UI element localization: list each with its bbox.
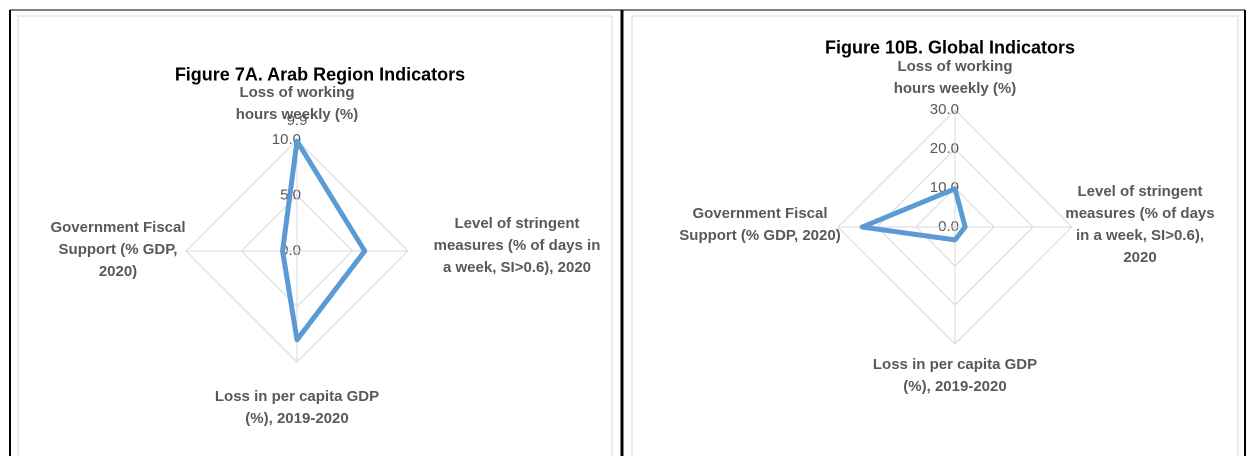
tick-label: 30.0	[930, 101, 959, 118]
tick-label: 0.0	[938, 218, 959, 235]
chart-title: Figure 7A. Arab Region Indicators	[174, 64, 466, 85]
axis-label: Level of stringent measures (% of days i…	[1065, 183, 1215, 266]
axis-label: Level of stringent measures (% of days i…	[433, 215, 601, 276]
series-line	[859, 186, 968, 243]
axis-label: Government Fiscal Support (% GDP, 2020)	[679, 205, 841, 244]
series-line	[280, 138, 368, 343]
panel-border	[631, 15, 1239, 456]
chart-title: Figure 10B. Global Indicators	[824, 37, 1076, 58]
axis-label: Loss of working hours weekly (%)	[235, 84, 359, 123]
axis-label: Government Fiscal Support (% GDP, 2020)	[50, 219, 186, 280]
panel-border	[17, 15, 613, 456]
axis-label: Loss of working hours weekly (%)	[893, 58, 1017, 97]
tick-label: 20.0	[930, 140, 959, 157]
tick-label: 10.0	[272, 131, 301, 148]
axis-label: Loss in per capita GDP (%), 2019-2020	[214, 388, 380, 427]
axis-label: Loss in per capita GDP (%), 2019-2020	[872, 356, 1038, 395]
data-label: 9.9	[287, 112, 308, 129]
